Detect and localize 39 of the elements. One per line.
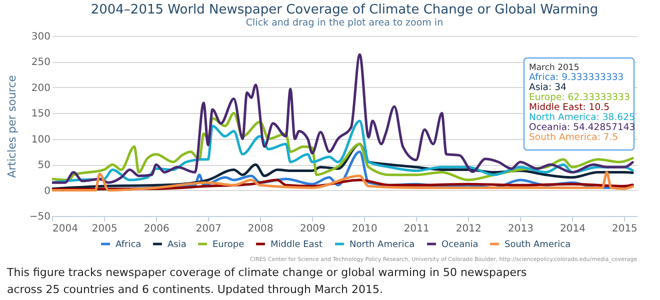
- annotation: South America: 7.5: [529, 132, 618, 143]
- y-tick-label: −50: [29, 212, 50, 222]
- chart-subtitle: Click and drag in the plot area to zoom in: [246, 18, 444, 28]
- x-tick-label: 2008: [248, 224, 274, 234]
- y-axis-title: Articles per source: [5, 74, 18, 178]
- legend-label: Oceania: [442, 240, 478, 250]
- annotation: Middle East: 10.5: [529, 102, 610, 113]
- y-tick-label: 50: [38, 160, 50, 172]
- x-tick-label: 2004: [52, 224, 78, 234]
- annotation: Europe: 62.33333333: [529, 92, 630, 103]
- x-tick-label: 2007: [196, 224, 222, 234]
- y-tick-label: 150: [31, 108, 50, 120]
- x-tick-label: 2011: [404, 224, 430, 234]
- legend-label: Middle East: [270, 240, 323, 250]
- y-tick-label: 200: [31, 82, 50, 94]
- annotation: Asia: 34: [529, 82, 566, 93]
- x-tick-label: 2010: [352, 224, 378, 234]
- text: This figure tracks newspaper coverage of climate change or global warming in 50 newspapers across 25 countries and 6 continents. Updated through March 2015.: [6, 266, 527, 296]
- line-series: [52, 53, 634, 184]
- chart-title: 2004–2015 World Newspaper Coverage of Climate Change or Global Warming: [90, 2, 598, 18]
- x-tick-label: 2015: [612, 224, 638, 234]
- legend-label: Europe: [212, 240, 245, 250]
- legend-label: Africa: [116, 240, 142, 250]
- legend-label: Asia: [168, 240, 186, 250]
- x-tick-label: 2006: [144, 224, 170, 234]
- legend-label: South America: [504, 240, 571, 250]
- y-tick-label: 250: [31, 57, 50, 68]
- x-tick-label: 2012: [456, 224, 482, 234]
- x-tick-label: 2005: [92, 224, 118, 234]
- y-tick-label: 300: [31, 32, 50, 42]
- line-series: [52, 171, 634, 192]
- x-tick-label: 2013: [508, 224, 534, 234]
- annotation: Africa: 9.333333333: [529, 72, 624, 83]
- y-tick-label: 0: [44, 186, 50, 197]
- x-tick-label: 2014: [560, 224, 586, 234]
- x-tick-label: 2009: [300, 224, 326, 234]
- legend-label: North America: [350, 240, 415, 250]
- annotation: March 2015: [529, 63, 580, 73]
- y-tick-label: 100: [31, 134, 50, 146]
